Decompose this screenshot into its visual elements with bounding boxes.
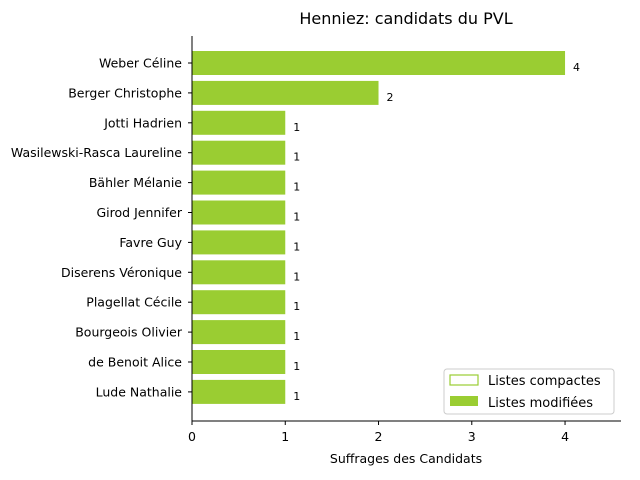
data-label-2: 1 <box>293 121 300 134</box>
bar-4 <box>192 170 286 195</box>
bar-5 <box>192 200 286 225</box>
data-label-7: 1 <box>293 270 300 283</box>
bar-9 <box>192 320 286 345</box>
axes-frame <box>191 36 621 422</box>
y-tick-label-10: de Benoit Alice <box>88 355 182 370</box>
x-tick-label-4: 4 <box>561 429 569 444</box>
chart-title: Henniez: candidats du PVL <box>299 9 512 28</box>
legend-label-compactes: Listes compactes <box>488 374 601 389</box>
legend-swatch-modifiees <box>450 396 478 406</box>
y-tick-label-4: Bähler Mélanie <box>89 175 182 190</box>
y-tick-labels: Weber Céline Berger Christophe Jotti Hadri… <box>11 56 192 399</box>
y-tick-label-6: Favre Guy <box>119 235 182 250</box>
data-label-3: 1 <box>293 151 300 164</box>
bar-8 <box>192 290 286 315</box>
x-ticks: 0 1 2 3 4 <box>188 421 569 444</box>
x-tick-label-3: 3 <box>468 429 476 444</box>
y-tick-label-2: Jotti Hadrien <box>103 115 182 130</box>
legend-label-modifiees: Listes modifiées <box>488 396 593 411</box>
y-tick-label-3: Wasilewski-Rasca Laureline <box>11 145 182 160</box>
bar-11 <box>192 379 286 404</box>
bar-3 <box>192 140 286 165</box>
data-label-0: 4 <box>573 61 580 74</box>
y-tick-label-7: Diserens Véronique <box>61 265 182 280</box>
bar-0 <box>192 51 566 75</box>
bar-6 <box>192 230 286 255</box>
x-axis-label: Suffrages des Candidats <box>330 451 482 466</box>
legend-swatch-compactes <box>449 374 479 386</box>
y-tick-label-5: Girod Jennifer <box>96 205 182 220</box>
legend: Listes compactes Listes modifiées <box>443 368 615 415</box>
x-tick-label-2: 2 <box>375 429 383 444</box>
data-label-11: 1 <box>293 390 300 403</box>
y-tick-label-1: Berger Christophe <box>68 85 182 100</box>
legend-frame <box>443 368 615 415</box>
y-tick-label-8: Plagellat Cécile <box>86 295 182 310</box>
data-labels: 4 2 1 1 1 1 1 1 1 1 1 1 <box>293 61 580 403</box>
data-label-4: 1 <box>293 181 300 194</box>
data-label-8: 1 <box>293 300 300 313</box>
bars-group <box>192 51 566 404</box>
y-tick-label-0: Weber Céline <box>99 56 182 71</box>
bar-10 <box>192 350 286 374</box>
x-tick-label-0: 0 <box>188 429 196 444</box>
data-label-10: 1 <box>293 360 300 373</box>
bar-2 <box>192 110 286 135</box>
bar-1 <box>192 80 379 105</box>
data-label-9: 1 <box>293 330 300 343</box>
data-label-1: 2 <box>387 91 394 104</box>
data-label-6: 1 <box>293 240 300 253</box>
data-label-5: 1 <box>293 211 300 224</box>
x-tick-label-1: 1 <box>281 429 289 444</box>
bar-7 <box>192 260 286 285</box>
y-tick-label-11: Lude Nathalie <box>96 384 183 399</box>
y-tick-label-9: Bourgeois Olivier <box>75 325 183 340</box>
